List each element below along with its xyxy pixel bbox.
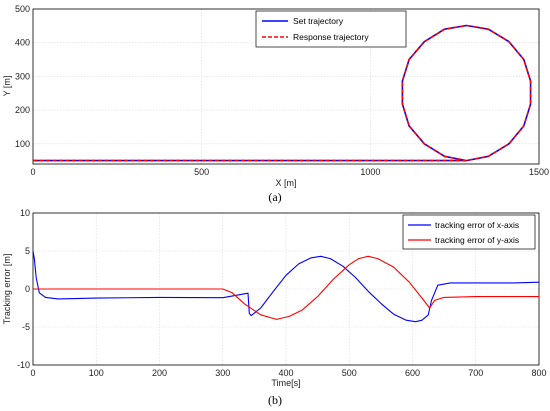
panel-b: 0 100 200 300 400 500 600 700 800 -10 -5 0 5 10 Time[… <box>2 208 547 407</box>
panel-b-ytick-label: 0 <box>25 284 30 294</box>
panel-b-ytick-label: -10 <box>17 360 30 370</box>
panel-a-xtick-label: 500 <box>194 167 209 177</box>
panel-a-plot-frame <box>32 8 540 165</box>
panel-a-legend-label-set: Set trajectory <box>293 16 344 26</box>
panel-a-xlabel: X [m] <box>275 178 296 188</box>
panel-b-xtick-label: 300 <box>215 368 230 378</box>
panel-a-ticks: 0 500 1000 1500 100 200 300 400 500 <box>15 4 549 177</box>
panel-a-ytick-label: 500 <box>15 4 30 14</box>
panel-b-xtick-label: 0 <box>30 368 35 378</box>
panel-a-xtick-label: 1000 <box>360 167 380 177</box>
panel-b-legend-box <box>402 214 536 250</box>
panel-b-xtick-label: 500 <box>342 368 357 378</box>
panel-b-ytick-label: 5 <box>25 246 30 256</box>
panel-b-lines <box>32 250 540 323</box>
panel-b-legend-label-y: tracking error of y-axis <box>435 235 519 245</box>
panel-a-ylabel: Y [m] <box>2 76 12 97</box>
panel-b-xlabel: Time[s] <box>271 378 300 388</box>
panel-a-xtick-label: 0 <box>30 167 35 177</box>
panel-b-xtick-label: 400 <box>278 368 293 378</box>
panel-a-ytick-label: 100 <box>15 139 30 149</box>
panel-b-ylabel: Tracking error [m] <box>2 254 12 325</box>
panel-b-xtick-label: 200 <box>152 368 167 378</box>
panel-b-xtick-label: 700 <box>468 368 483 378</box>
panel-b-legend: tracking error of x-axis tracking error … <box>402 214 536 250</box>
panel-b-legend-label-x: tracking error of x-axis <box>435 220 519 230</box>
panel-b-caption: (b) <box>268 393 282 407</box>
panel-b-xtick-label: 600 <box>405 368 420 378</box>
panel-a-series-response-trajectory <box>33 24 532 162</box>
panel-a-legend: Set trajectory Response trajectory <box>255 10 407 48</box>
panel-a-ytick-label: 400 <box>15 38 30 48</box>
panel-b-ytick-label: 10 <box>20 208 30 218</box>
panel-b-ytick-label: -5 <box>22 322 30 332</box>
panel-b-xtick-label: 800 <box>531 368 546 378</box>
panel-b-series-tracking-error-of-y-axis <box>33 255 539 320</box>
panel-a-xtick-label: 1500 <box>529 167 549 177</box>
panel-a-legend-label-response: Response trajectory <box>293 32 369 42</box>
panel-a-ytick-label: 300 <box>15 71 30 81</box>
panel-b-ticks: 0 100 200 300 400 500 600 700 800 -10 -5 0 5 10 <box>17 208 547 378</box>
panel-a-ytick-label: 200 <box>15 105 30 115</box>
panel-a-caption: (a) <box>268 190 281 204</box>
panel-a-lines <box>33 24 532 162</box>
panel-b-xtick-label: 100 <box>89 368 104 378</box>
panel-a-legend-box <box>255 10 407 48</box>
